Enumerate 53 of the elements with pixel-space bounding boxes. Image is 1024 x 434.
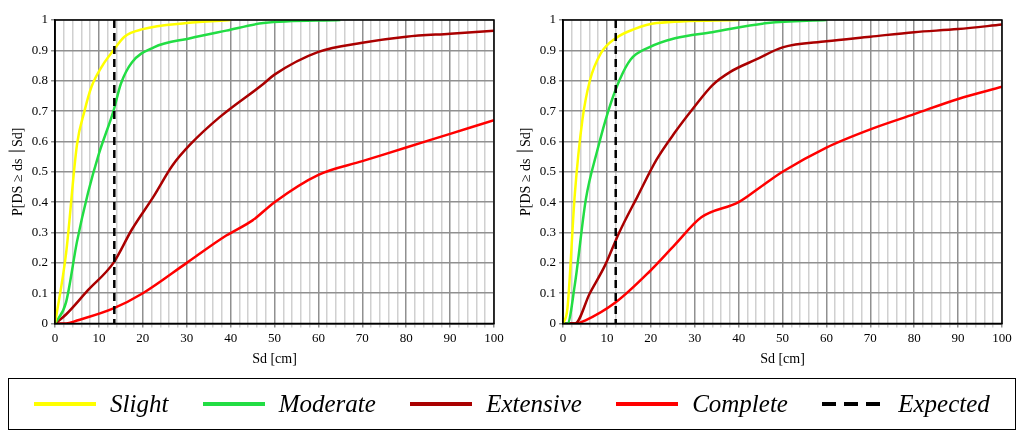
y-axis-title: P[DS ≥ ds ׀Sd] <box>8 127 26 216</box>
y-tick-label: 0.7 <box>31 102 49 118</box>
y-tick-label: 1 <box>549 11 557 27</box>
y-tick-label: 0.5 <box>31 163 49 179</box>
legend-label: Slight <box>110 390 169 418</box>
x-tick-label: 100 <box>992 329 1012 345</box>
legend-label: Extensive <box>486 390 582 418</box>
y-tick-label: 0.4 <box>539 193 557 209</box>
x-axis-title: Sd [cm] <box>252 351 297 367</box>
y-tick-label: 0.2 <box>539 254 557 270</box>
x-tick-label: 50 <box>776 329 790 345</box>
y-tick-label: 0.6 <box>539 132 557 148</box>
x-tick-label: 0 <box>559 329 567 345</box>
x-tick-label: 40 <box>224 329 238 345</box>
x-tick-label: 90 <box>951 329 965 345</box>
y-tick-label: 0.1 <box>31 284 49 300</box>
x-tick-label: 70 <box>355 329 369 345</box>
y-tick-label: 0.3 <box>31 223 49 239</box>
x-tick-label: 30 <box>688 329 702 345</box>
x-tick-label: 80 <box>907 329 921 345</box>
y-tick-label: 0 <box>41 315 49 331</box>
y-tick-label: 0.2 <box>31 254 49 270</box>
legend-label: Moderate <box>278 390 376 418</box>
x-axis-title: Sd [cm] <box>760 351 805 367</box>
y-tick-label: 0.4 <box>31 193 49 209</box>
x-tick-label: 40 <box>732 329 746 345</box>
x-tick-label: 10 <box>92 329 106 345</box>
y-tick-label: 0.8 <box>31 72 49 88</box>
x-tick-label: 70 <box>863 329 877 345</box>
x-tick-label: 30 <box>180 329 194 345</box>
y-tick-label: 0.3 <box>539 223 557 239</box>
x-tick-label: 100 <box>484 329 504 345</box>
y-axis-title: P[DS ≥ ds ׀Sd] <box>516 127 534 216</box>
x-tick-label: 60 <box>311 329 325 345</box>
y-tick-label: 1 <box>41 11 49 27</box>
y-tick-label: 0.6 <box>31 132 49 148</box>
y-tick-label: 0.1 <box>539 284 557 300</box>
y-tick-label: 0.9 <box>539 41 557 57</box>
x-tick-label: 20 <box>644 329 658 345</box>
legend-label: Complete <box>692 390 788 418</box>
y-tick-label: 0.9 <box>31 41 49 57</box>
legend-label: Expected <box>898 390 990 418</box>
y-tick-label: 0.7 <box>539 102 557 118</box>
x-tick-label: 60 <box>819 329 833 345</box>
y-tick-label: 0.8 <box>539 72 557 88</box>
x-tick-label: 20 <box>136 329 150 345</box>
x-tick-label: 80 <box>399 329 413 345</box>
x-tick-label: 50 <box>268 329 282 345</box>
y-tick-label: 0.5 <box>539 163 557 179</box>
x-tick-label: 0 <box>51 329 59 345</box>
x-tick-label: 90 <box>443 329 457 345</box>
y-tick-label: 0 <box>549 315 557 331</box>
x-tick-label: 10 <box>600 329 614 345</box>
